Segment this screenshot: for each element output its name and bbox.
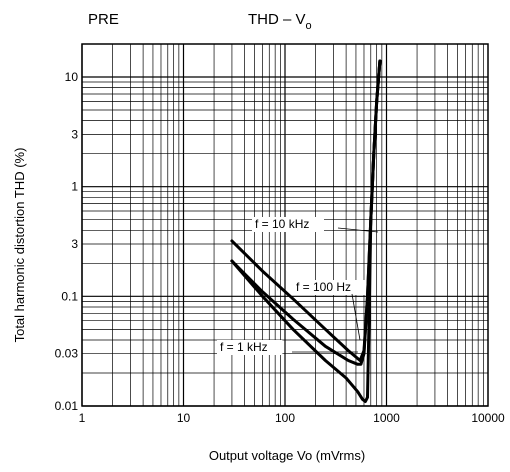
x-tick-label: 100 [275,411,295,425]
y-tick-label: 1 [71,180,78,194]
x-tick-label: 10 [177,411,191,425]
tick-labels: 1 10 100 1000 10000 0.01 0.03 0.1 3 1 3 10 [55,70,505,425]
y-tick-label: 10 [65,70,79,84]
annotation-leader [337,227,379,233]
series-line [230,59,382,403]
annotation-background [293,280,365,295]
series-annotation: f = 1 kHz [220,340,268,354]
x-tick-label: 1000 [373,411,400,425]
section-label: PRE [88,11,119,28]
x-tick-label: 1 [79,411,86,425]
annotation-leader [351,293,361,341]
y-tick-label: 0.1 [61,289,78,303]
plot-frame [81,43,489,407]
annotation-background [217,340,283,355]
x-axis-label: Output voltage Vo (mVrms) [209,448,365,463]
series-annotation: f = 10 kHz [255,217,309,231]
y-tick-label: 3 [71,127,78,141]
y-axis-label: Total harmonic distortion THD (%) [12,148,27,343]
y-tick-label: 3 [71,237,78,251]
chart-title: THD – Vo [248,11,312,32]
y-tick-label: 0.03 [55,347,79,361]
y-tick-label: 0.01 [55,399,79,413]
annotations: f = 10 kHz f = 100 Hz f = 1 kHz [217,217,379,355]
series-lines [230,59,382,403]
annotation-background [252,217,324,232]
x-tick-label: 10000 [471,411,505,425]
series-annotation: f = 100 Hz [296,280,351,294]
